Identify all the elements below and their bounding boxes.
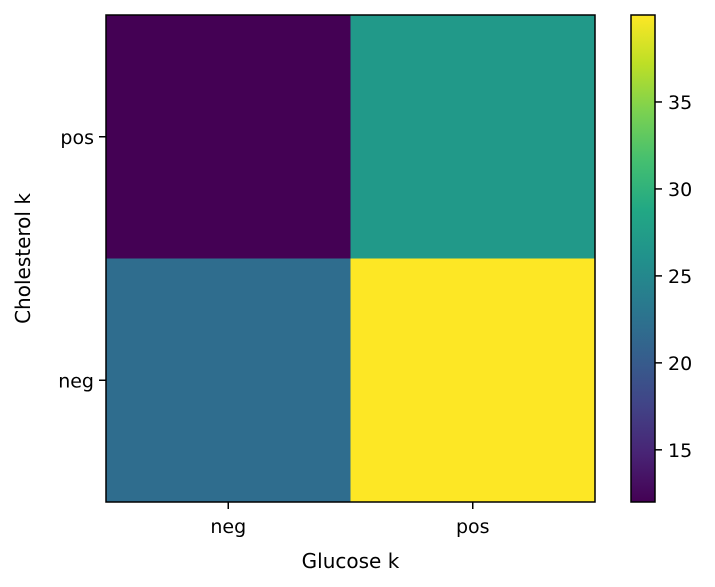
colorbar-tick-label: 15 bbox=[668, 440, 692, 462]
colorbar-ticks: 15 20 25 30 35 bbox=[655, 92, 692, 462]
plot-frame bbox=[105, 14, 596, 503]
colorbar-tick-label: 25 bbox=[668, 266, 692, 288]
y-axis-label: Cholesterol k bbox=[11, 193, 35, 324]
colorbar-tick-label: 20 bbox=[668, 353, 692, 375]
colorbar: 15 20 25 30 35 bbox=[630, 14, 692, 503]
x-axis: neg pos bbox=[210, 502, 490, 538]
heatmap-cell-pos-neg bbox=[106, 15, 351, 259]
y-tick-label: pos bbox=[60, 127, 94, 149]
heatmap-cells bbox=[106, 15, 596, 503]
colorbar-frame bbox=[630, 14, 656, 503]
x-tick-label: neg bbox=[210, 516, 246, 538]
heatmap-cell-neg-pos bbox=[350, 258, 596, 503]
colorbar-gradient bbox=[631, 15, 655, 502]
colorbar-tick-label: 35 bbox=[668, 92, 692, 114]
x-tick-label: pos bbox=[456, 516, 490, 538]
y-axis: pos neg bbox=[58, 127, 106, 392]
heatmap-cell-pos-pos bbox=[350, 15, 596, 259]
y-tick-label: neg bbox=[58, 370, 94, 392]
colorbar-tick-label: 30 bbox=[668, 179, 692, 201]
x-axis-label: Glucose k bbox=[302, 549, 400, 573]
heatmap-cell-neg-neg bbox=[106, 258, 351, 503]
